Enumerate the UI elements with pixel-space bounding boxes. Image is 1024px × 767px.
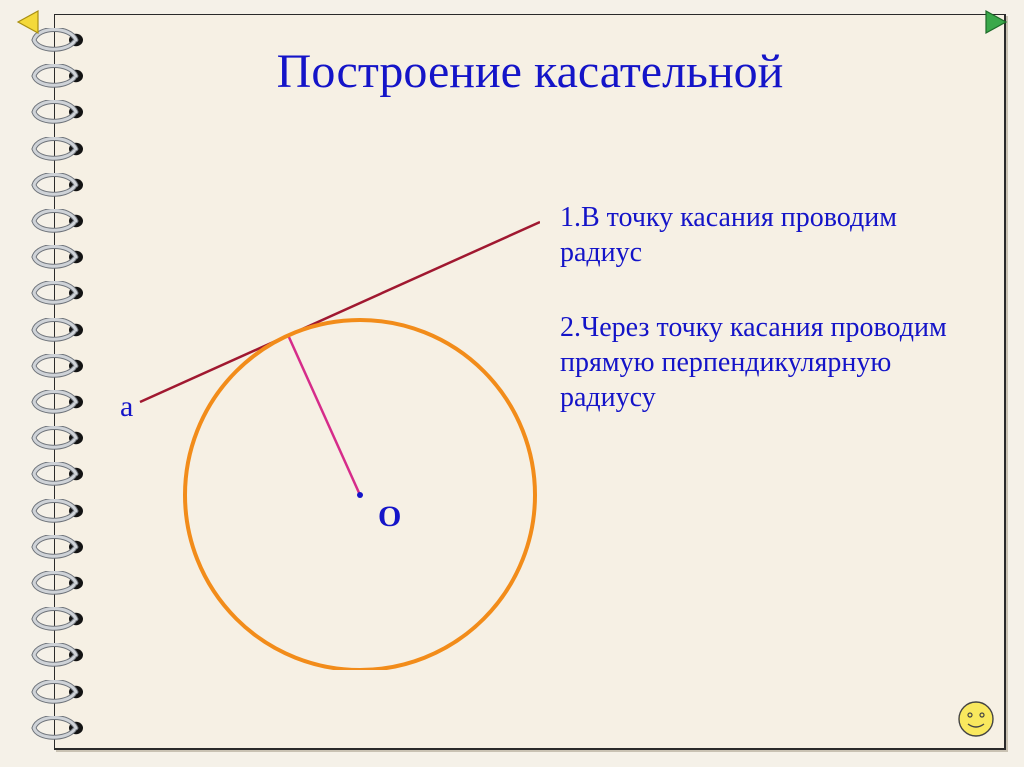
binding-ring <box>30 390 90 414</box>
slide-title: Построение касательной <box>120 44 940 99</box>
step-1: 1.В точку касания проводим радиус <box>560 200 960 270</box>
binding-ring <box>30 535 90 559</box>
tangent-diagram: a O <box>110 150 540 670</box>
center-dot <box>357 492 363 498</box>
smiley-button[interactable] <box>956 699 996 739</box>
tangent-line <box>140 222 540 402</box>
arrow-left-icon <box>14 8 42 36</box>
binding-ring <box>30 209 90 233</box>
steps-list: 1.В точку касания проводим радиус 2.Чере… <box>560 200 960 455</box>
binding-ring <box>30 571 90 595</box>
binding-ring <box>30 100 90 124</box>
diagram-svg <box>110 150 540 670</box>
binding-ring <box>30 680 90 704</box>
radius-line <box>288 335 360 495</box>
binding-ring <box>30 318 90 342</box>
binding-ring <box>30 137 90 161</box>
binding-ring <box>30 499 90 523</box>
binding-ring <box>30 354 90 378</box>
binding-ring <box>30 281 90 305</box>
binding-ring <box>30 462 90 486</box>
binding-ring <box>30 64 90 88</box>
step-2: 2.Через точку касания проводим прямую пе… <box>560 310 960 415</box>
next-arrow-button[interactable] <box>982 8 1010 36</box>
label-o: O <box>378 500 401 534</box>
label-a: a <box>120 390 133 424</box>
prev-arrow-button[interactable] <box>14 8 42 36</box>
arrow-right-icon <box>982 8 1010 36</box>
binding-ring <box>30 173 90 197</box>
smiley-icon <box>956 699 996 739</box>
binding-ring <box>30 643 90 667</box>
spiral-binding <box>30 28 90 740</box>
binding-ring <box>30 607 90 631</box>
binding-ring <box>30 426 90 450</box>
binding-ring <box>30 716 90 740</box>
binding-ring <box>30 245 90 269</box>
